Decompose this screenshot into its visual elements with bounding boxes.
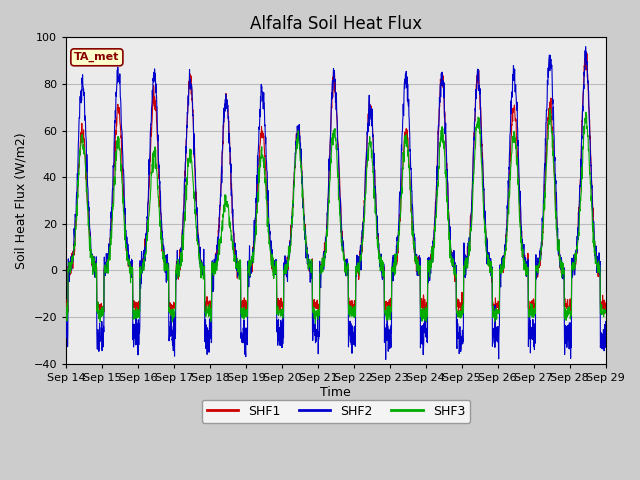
Legend: SHF1, SHF2, SHF3: SHF1, SHF2, SHF3: [202, 400, 470, 423]
Y-axis label: Soil Heat Flux (W/m2): Soil Heat Flux (W/m2): [15, 132, 28, 269]
Text: TA_met: TA_met: [74, 52, 120, 62]
X-axis label: Time: Time: [321, 385, 351, 398]
Title: Alfalfa Soil Heat Flux: Alfalfa Soil Heat Flux: [250, 15, 422, 33]
